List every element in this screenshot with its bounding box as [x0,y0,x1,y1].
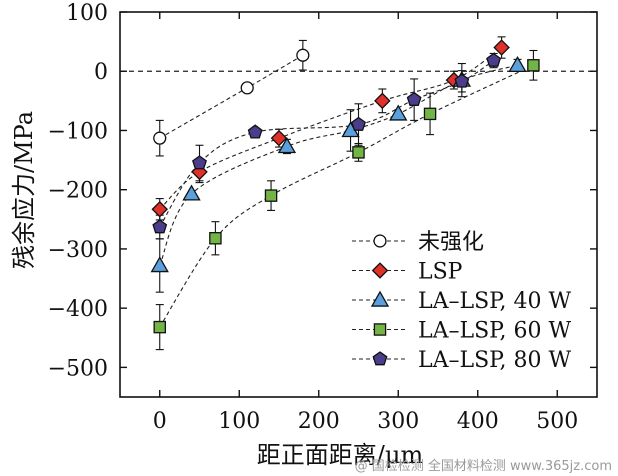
data-point-square [423,107,437,121]
watermark-text: @ 国检检测 全国材料检测 www.365jz.com [355,458,612,474]
y-tick-label: −400 [48,297,108,322]
data-point-square [209,232,222,245]
legend-marker-pentagon [372,351,388,366]
data-point-pentagon [406,91,422,106]
x-axis-title: 距正面距离/μm [257,441,424,469]
data-point-pentagon [152,219,168,234]
y-tick-label: −200 [48,179,108,204]
data-point-square [264,189,278,202]
data-point-square [153,320,166,334]
x-tick-label: 500 [536,409,578,434]
data-point-circle [153,131,167,145]
x-tick-label: 400 [457,409,499,434]
x-tick-label: 0 [153,409,167,434]
data-point-diamond [493,39,510,56]
legend-marker-square [373,323,387,336]
data-point-triangle [389,104,408,121]
data-point-diamond [151,200,169,218]
data-point-triangle [150,256,169,273]
series-curves [159,47,534,328]
y-tick-label: −100 [48,119,108,144]
data-point-square [527,59,540,72]
plot-frame [119,11,598,398]
legend-label: LA–LSP, 40 W [418,289,571,314]
data-point-triangle [182,184,201,201]
series-line-1 [159,54,304,139]
data-point-circle [296,48,310,62]
data-point-triangle [277,137,297,154]
y-tick-label: 100 [66,1,108,26]
series-line-5 [159,60,494,228]
legend-label: 未强化 [418,230,484,255]
y-tick-label: −300 [48,238,108,263]
series-line-4 [159,64,534,328]
legend-label: LA–LSP, 80 W [418,348,571,373]
y-tick-label: 0 [94,60,108,85]
x-tick-label: 200 [298,409,340,434]
data-point-pentagon [351,116,366,131]
x-tick-label: 300 [377,409,419,434]
data-point-pentagon [247,124,263,139]
data-point-diamond [374,92,391,110]
legend: 未强化 LSP LA–LSP, 40 W LA–LSP, 60 W LA–LSP, 80… [352,230,571,373]
data-point-triangle [508,55,527,72]
legend-label: LSP [418,260,463,285]
data-point-diamond [270,129,288,147]
data-point-square [352,146,365,159]
legend-marker-triangle [370,290,390,307]
axis-ticks: 0 100 200 300 400 500 100 0 −100 −200 −300 −400 −500 [48,1,597,434]
x-tick-label: 100 [218,409,260,434]
legend-marker-diamond [371,262,389,279]
data-point-pentagon [192,155,207,170]
data-markers [150,39,540,334]
legend-label: LA–LSP, 60 W [418,319,571,344]
plot-border [119,11,598,398]
y-tick-label: −500 [48,356,108,381]
legend-marker-circle [373,234,387,248]
data-point-pentagon [454,73,470,88]
data-point-pentagon [486,52,502,67]
y-axis-title: 残余应力/MPa [10,111,38,269]
data-point-circle [240,81,254,95]
